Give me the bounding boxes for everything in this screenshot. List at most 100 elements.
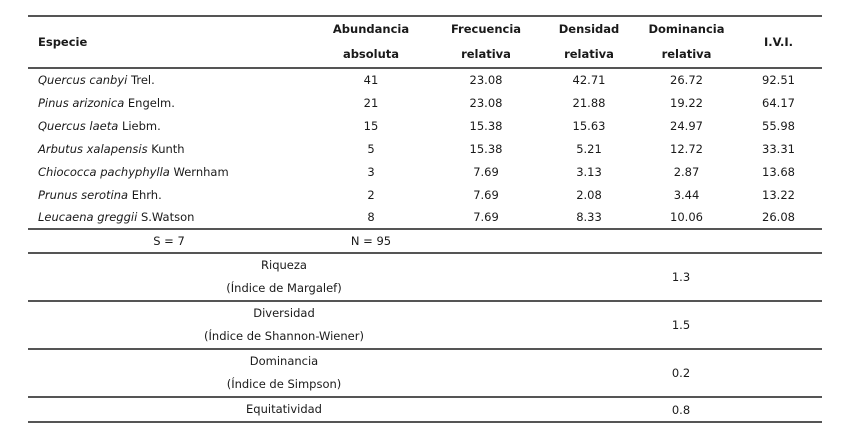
table-row: Chiococca pachyphylla Wernham 3 7.69 3.1… — [28, 160, 822, 183]
header-abundancia-absoluta: Abundancia absoluta — [310, 15, 432, 69]
dominancia-cell: 2.87 — [673, 164, 700, 179]
frecuencia-cell: 7.69 — [473, 164, 499, 179]
individuals-count: N = 95 — [310, 228, 432, 254]
species-author: Ehrh. — [131, 187, 162, 202]
species-author: Kunth — [151, 141, 185, 156]
header-frecuencia-relativa: Frecuencia relativa — [432, 15, 540, 69]
species-count: S = 7 — [28, 228, 310, 254]
abundancia-cell: 3 — [367, 164, 375, 179]
frecuencia-cell: 7.69 — [473, 187, 499, 202]
species-name-cell: Quercus canbyi Trel. — [28, 68, 310, 91]
densidad-cell: 15.63 — [572, 118, 606, 133]
abundancia-cell: 8 — [367, 210, 375, 224]
header-line: Dominancia — [648, 22, 725, 36]
species-author: Wernham — [173, 164, 229, 179]
species-name-cell: Prunus serotina Ehrh. — [28, 183, 310, 206]
species-scientific-name: Quercus laeta — [38, 118, 119, 133]
species-name-cell: Chiococca pachyphylla Wernham — [28, 160, 310, 183]
index-value: 0.8 — [540, 397, 822, 423]
species-name-cell: Pinus arizonica Engelm. — [28, 91, 310, 114]
table-row: Prunus serotina Ehrh. 2 7.69 2.08 3.44 1… — [28, 183, 822, 206]
index-row-equitatividad: Equitatividad 0.8 — [28, 397, 822, 423]
densidad-cell: 42.71 — [572, 73, 606, 87]
species-scientific-name: Quercus canbyi — [38, 73, 128, 87]
header-line: relativa — [461, 47, 511, 61]
index-label: Riqueza — [261, 258, 307, 272]
header-dominancia-relativa: Dominancia relativa — [638, 15, 735, 69]
ivi-cell: 13.68 — [762, 164, 795, 179]
index-sublabel: (Índice de Shannon-Wiener) — [204, 329, 364, 343]
ivi-cell: 26.08 — [762, 210, 795, 224]
densidad-cell: 5.21 — [576, 141, 602, 156]
species-name-cell: Leucaena greggii S.Watson — [28, 206, 310, 229]
dominancia-cell: 10.06 — [670, 210, 703, 224]
index-row-dominancia: Dominancia (Índice de Simpson) 0.2 — [28, 349, 822, 398]
header-line: Abundancia — [332, 22, 410, 36]
frecuencia-cell: 7.69 — [473, 210, 499, 224]
index-label: Equitatividad — [246, 402, 322, 416]
dominancia-cell: 24.97 — [670, 118, 703, 133]
species-name-cell: Arbutus xalapensis Kunth — [28, 137, 310, 160]
header-line: relativa — [564, 47, 614, 61]
index-sublabel: (Índice de Simpson) — [226, 377, 342, 391]
ivi-cell: 92.51 — [762, 73, 795, 87]
header-densidad-relativa: Densidad relativa — [540, 15, 638, 69]
index-label-cell: Dominancia (Índice de Simpson) — [28, 349, 540, 398]
table-header-row: Especie Abundancia absoluta Frecuencia r… — [28, 15, 822, 69]
index-label: Dominancia — [249, 354, 319, 368]
species-author: S.Watson — [140, 210, 195, 224]
index-value: 1.5 — [540, 301, 822, 350]
densidad-cell: 8.33 — [576, 210, 602, 224]
table-row: Quercus canbyi Trel. 41 23.08 42.71 26.7… — [28, 68, 822, 91]
densidad-cell: 2.08 — [576, 187, 602, 202]
index-label-cell: Riqueza (Índice de Margalef) — [28, 253, 540, 302]
table-row: Arbutus xalapensis Kunth 5 15.38 5.21 12… — [28, 137, 822, 160]
species-scientific-name: Prunus serotina — [38, 187, 129, 202]
table-row: Pinus arizonica Engelm. 21 23.08 21.88 1… — [28, 91, 822, 114]
index-value: 0.2 — [540, 349, 822, 398]
header-line: Frecuencia — [450, 22, 522, 36]
table-row: Leucaena greggii S.Watson 8 7.69 8.33 10… — [28, 206, 822, 229]
species-name-cell: Quercus laeta Liebm. — [28, 114, 310, 137]
species-author: Liebm. — [121, 118, 161, 133]
index-value: 1.3 — [540, 253, 822, 302]
species-scientific-name: Chiococca pachyphylla — [38, 164, 170, 179]
species-author: Engelm. — [127, 95, 175, 110]
header-line: Densidad — [558, 22, 620, 36]
species-scientific-name: Pinus arizonica — [38, 95, 125, 110]
index-sublabel: (Índice de Margalef) — [226, 281, 342, 295]
header-line: relativa — [661, 47, 712, 61]
ivi-cell: 13.22 — [762, 187, 795, 202]
empty-cell — [432, 228, 822, 254]
species-scientific-name: Leucaena greggii — [38, 210, 138, 224]
densidad-cell: 3.13 — [576, 164, 602, 179]
abundancia-cell: 2 — [367, 187, 375, 202]
frecuencia-cell: 15.38 — [469, 141, 503, 156]
header-especie: Especie — [28, 15, 310, 69]
densidad-cell: 21.88 — [572, 95, 606, 110]
abundancia-cell: 5 — [367, 141, 375, 156]
species-scientific-name: Arbutus xalapensis — [38, 141, 148, 156]
index-row-riqueza: Riqueza (Índice de Margalef) 1.3 — [28, 253, 822, 302]
abundancia-cell: 21 — [363, 95, 379, 110]
index-label-cell: Diversidad (Índice de Shannon-Wiener) — [28, 301, 540, 350]
frecuencia-cell: 15.38 — [469, 118, 503, 133]
ivi-cell: 64.17 — [762, 95, 795, 110]
header-line: absoluta — [342, 47, 400, 61]
abundancia-cell: 15 — [363, 118, 379, 133]
frecuencia-cell: 23.08 — [469, 95, 503, 110]
abundancia-cell: 41 — [363, 73, 379, 87]
dominancia-cell: 26.72 — [670, 73, 703, 87]
ivi-cell: 33.31 — [762, 141, 795, 156]
frecuencia-cell: 23.08 — [469, 73, 503, 87]
header-ivi: I.V.I. — [735, 15, 822, 69]
index-label: Diversidad — [253, 306, 315, 320]
dominancia-cell: 3.44 — [673, 187, 700, 202]
summary-row: S = 7 N = 95 — [28, 228, 822, 254]
species-importance-table: Especie Abundancia absoluta Frecuencia r… — [28, 15, 822, 423]
ivi-cell: 55.98 — [762, 118, 795, 133]
index-label-cell: Equitatividad — [28, 397, 540, 423]
dominancia-cell: 19.22 — [670, 95, 703, 110]
dominancia-cell: 12.72 — [670, 141, 703, 156]
